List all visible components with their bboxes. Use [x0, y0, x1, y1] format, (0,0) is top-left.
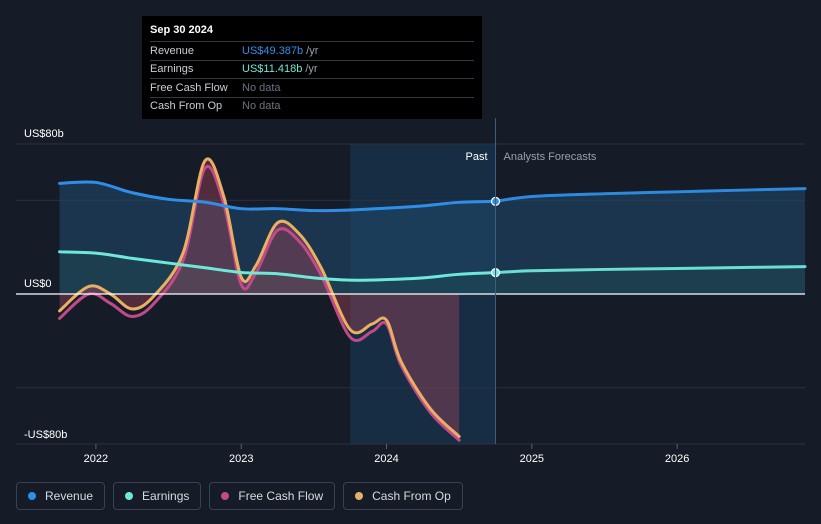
tooltip-unit: /yr — [306, 44, 319, 57]
tooltip-value: US$49.387b — [242, 44, 304, 57]
cfo-line — [58, 157, 461, 438]
legend-earnings[interactable]: Earnings — [113, 482, 202, 510]
tooltip-row-revenue: Revenue US$49.387b /yr — [150, 41, 474, 60]
data-tooltip: Sep 30 2024 Revenue US$49.387b /yr Earni… — [142, 16, 482, 119]
tooltip-row-earnings: Earnings US$11.418b /yr — [150, 59, 474, 79]
revenue-forecast-line — [494, 187, 807, 203]
tooltip-row-fcf: Free Cash Flow No data — [150, 78, 474, 97]
past-label: Past — [465, 151, 487, 163]
legend-label: Revenue — [45, 489, 94, 503]
x-tick-label: 2025 — [520, 453, 544, 465]
cash-flow-area — [59, 158, 460, 437]
tooltip-row-cfo: Cash From Op No data — [150, 96, 474, 116]
revenue-line — [58, 180, 498, 213]
tooltip-value: No data — [242, 81, 281, 94]
earnings-forecast-line — [494, 265, 807, 275]
tooltip-label: Free Cash Flow — [150, 81, 228, 94]
tooltip-label: Revenue — [150, 44, 195, 57]
tooltip-label: Earnings — [150, 63, 194, 76]
x-tick-label: 2024 — [374, 453, 398, 465]
y-axis-label: US$80b — [24, 128, 64, 140]
revenue-dot-icon — [28, 492, 36, 500]
free-cash-flow-dot-icon — [221, 492, 230, 500]
x-tick-label: 2023 — [229, 453, 253, 465]
tooltip-label: Cash From Op — [150, 100, 223, 113]
legend-cash-from-op[interactable]: Cash From Op — [343, 482, 463, 510]
fcf-line — [58, 164, 461, 442]
tooltip-value: US$11.418b — [242, 63, 303, 76]
y-axis-label: -US$80b — [24, 429, 67, 441]
earnings-dot-icon — [125, 492, 134, 500]
tooltip-date: Sep 30 2024 — [150, 24, 213, 36]
legend-label: Cash From Op — [372, 489, 451, 503]
legend-label: Free Cash Flow — [238, 489, 324, 503]
forecast-label: Analysts Forecasts — [504, 151, 597, 163]
earnings-line — [58, 250, 498, 282]
tooltip-unit: /yr — [305, 63, 318, 76]
x-tick-label: 2026 — [665, 453, 689, 465]
tooltip-value: No data — [242, 100, 281, 113]
legend-label: Earnings — [142, 489, 190, 503]
y-axis-label: US$0 — [24, 278, 52, 290]
x-tick-label: 2022 — [84, 453, 108, 465]
chart-legend: Revenue Earnings Free Cash Flow Cash Fro… — [16, 482, 463, 510]
cash-from-op-dot-icon — [355, 492, 364, 500]
legend-free-cash-flow[interactable]: Free Cash Flow — [209, 482, 336, 510]
legend-revenue[interactable]: Revenue — [16, 482, 106, 510]
earnings-area — [59, 251, 805, 294]
